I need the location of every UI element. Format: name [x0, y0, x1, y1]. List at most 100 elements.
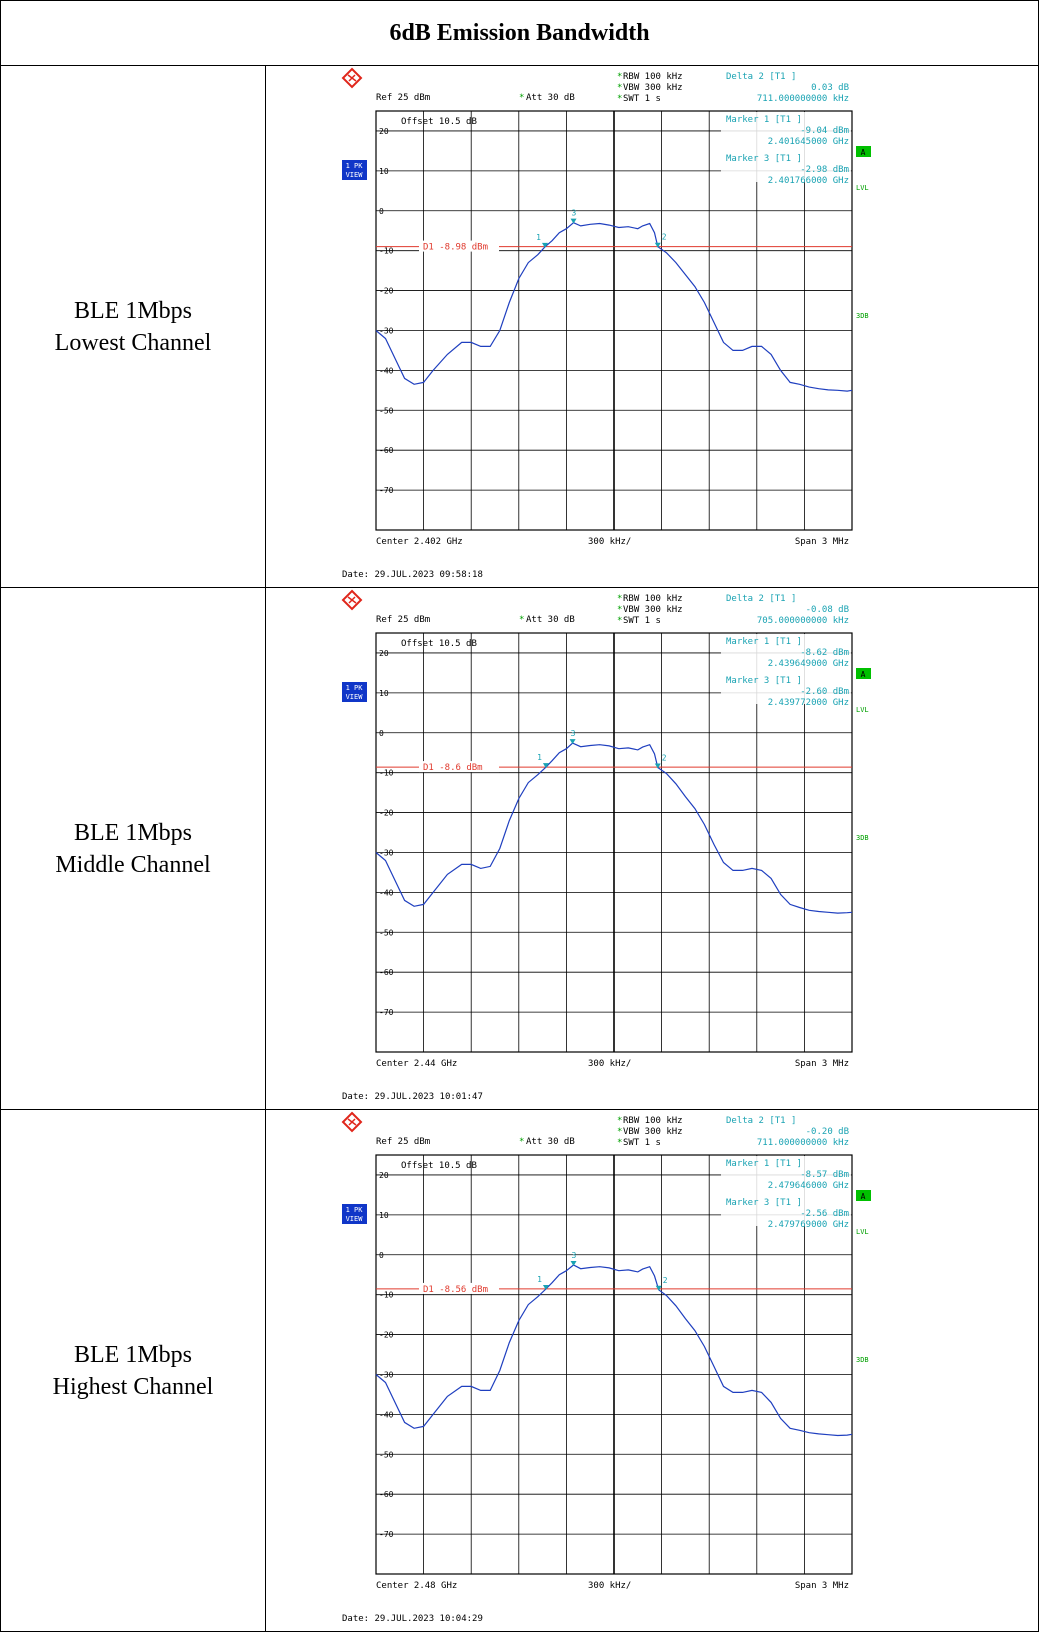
attenuation-label: Att 30 dB: [526, 1137, 575, 1147]
marker-number-label: 2: [663, 1276, 668, 1285]
marker-triangle: [569, 739, 576, 745]
spectrum-plot-cell: Ref 25 dBm Att 30 dB RBW 100 kHz VBW 300 kH…: [265, 1109, 1039, 1632]
delta-marker-level: 0.03 dB: [811, 83, 849, 93]
spectrum-trace: [375, 221, 853, 392]
y-tick-label: 0: [379, 207, 384, 216]
marker-triangle: [542, 763, 549, 769]
channel-label-line2: Lowest Channel: [54, 329, 212, 356]
y-tick-label: -70: [379, 1008, 394, 1017]
marker1-frequency: 2.439649000 GHz: [768, 659, 849, 669]
sweep-time-label: SWT 1 s: [623, 94, 661, 104]
y-tick-label: -20: [379, 1331, 394, 1340]
marker-number-label: 3: [572, 1251, 577, 1260]
marker-number-label: 2: [662, 753, 667, 762]
display-line-label-bg: [419, 761, 499, 773]
table-row: BLE 1Mbps Highest Channel Ref 25 dBm Att …: [0, 1109, 1039, 1632]
attenuation-label: Att 30 dB: [526, 93, 575, 103]
date-stamp: Date: 29.JUL.2023 09:58:18: [342, 570, 483, 580]
side-indicator-lvl: LVL: [856, 184, 869, 192]
marker3-title: Marker 3 [T1 ]: [726, 154, 802, 164]
marker-readout-bg: [721, 1156, 851, 1226]
frequency-division-label: 300 kHz/: [588, 537, 631, 547]
vbw-label: VBW 300 kHz: [623, 605, 683, 615]
trace-view-badge: [342, 160, 367, 180]
ref-level-label: Ref 25 dBm: [376, 1137, 430, 1147]
badge-line2: VIEW: [346, 1215, 364, 1223]
delta-marker-title: Delta 2 [T1 ]: [726, 72, 796, 82]
spectrum-plot-cell: Ref 25 dBm Att 30 dB RBW 100 kHz VBW 300 kH…: [265, 65, 1039, 588]
marker-number-label: 1: [536, 233, 541, 242]
offset-label: Offset 10.5 dB: [401, 639, 477, 649]
asterisk-mark: *: [617, 94, 622, 104]
date-stamp: Date: 29.JUL.2023 10:01:47: [342, 1092, 483, 1102]
rohde-schwarz-logo-icon: [341, 589, 363, 611]
marker3-level: -2.98 dBm: [800, 165, 849, 175]
marker1-frequency: 2.401645000 GHz: [768, 137, 849, 147]
channel-label: BLE 1Mbps Highest Channel: [0, 1109, 266, 1632]
delta-marker-frequency: 711.000000000 kHz: [757, 94, 849, 104]
side-indicator-a-label: A: [861, 148, 866, 157]
span-label: Span 3 MHz: [795, 537, 849, 547]
side-indicator-a: [856, 668, 871, 679]
y-tick-label: -20: [379, 287, 394, 296]
channel-label-line1: BLE 1Mbps: [73, 819, 192, 846]
display-line-label: D1 -8.56 dBm: [423, 1285, 488, 1295]
delta-marker-title: Delta 2 [T1 ]: [726, 1116, 796, 1126]
delta-marker-title: Delta 2 [T1 ]: [726, 594, 796, 604]
offset-label: Offset 10.5 dB: [401, 1161, 477, 1171]
rbw-label: RBW 100 kHz: [623, 1116, 683, 1126]
marker-triangle: [541, 242, 548, 248]
delta-marker-level: -0.08 dB: [806, 605, 849, 615]
asterisk-mark: *: [617, 72, 622, 82]
display-line-label-bg: [419, 240, 499, 252]
channel-label-line2: Middle Channel: [55, 851, 211, 878]
marker3-frequency: 2.439772000 GHz: [768, 698, 849, 708]
side-indicator-a: [856, 1190, 871, 1201]
table-row: BLE 1Mbps Lowest Channel Ref 25 dBm Att 3…: [0, 65, 1039, 588]
ref-level-label: Ref 25 dBm: [376, 615, 430, 625]
y-tick-label: -30: [379, 848, 394, 857]
asterisk-mark: *: [519, 1137, 524, 1147]
marker-triangle: [655, 1285, 662, 1291]
attenuation-label: Att 30 dB: [526, 615, 575, 625]
side-indicator-a: [856, 146, 871, 157]
date-stamp: Date: 29.JUL.2023 10:04:29: [342, 1614, 483, 1624]
spectrum-trace: [375, 1264, 853, 1437]
marker-triangle: [570, 1260, 577, 1266]
y-tick-label: -30: [379, 326, 394, 335]
display-line-label-bg: [419, 1282, 499, 1294]
table-title: 6dB Emission Bandwidth: [0, 0, 1039, 66]
marker3-title: Marker 3 [T1 ]: [726, 1198, 802, 1208]
channel-label-line2: Highest Channel: [52, 1373, 214, 1400]
marker3-title: Marker 3 [T1 ]: [726, 676, 802, 686]
marker1-title: Marker 1 [T1 ]: [726, 115, 802, 125]
marker-number-label: 1: [537, 753, 542, 762]
asterisk-mark: *: [617, 605, 622, 615]
delta-marker-level: -0.20 dB: [806, 1127, 849, 1137]
marker-number-label: 2: [662, 233, 667, 242]
frequency-division-label: 300 kHz/: [588, 1059, 631, 1069]
y-tick-label: 20: [379, 127, 389, 136]
badge-line1: 1 PK: [346, 1206, 364, 1214]
trace-view-badge: [342, 682, 367, 702]
marker3-frequency: 2.479769000 GHz: [768, 1220, 849, 1230]
spectrum-plot-cell: Ref 25 dBm Att 30 dB RBW 100 kHz VBW 300 kH…: [265, 587, 1039, 1110]
display-line-label: D1 -8.98 dBm: [423, 243, 488, 253]
y-tick-label: 10: [379, 689, 389, 698]
badge-line2: VIEW: [346, 171, 364, 179]
y-tick-label: -70: [379, 486, 394, 495]
badge-line1: 1 PK: [346, 684, 364, 692]
y-tick-label: -30: [379, 1370, 394, 1379]
side-indicator-3db: 3DB: [856, 834, 869, 842]
y-tick-label: 10: [379, 167, 389, 176]
y-tick-label: -40: [379, 366, 394, 375]
trace-view-badge: [342, 1204, 367, 1224]
marker3-frequency: 2.401766000 GHz: [768, 176, 849, 186]
asterisk-mark: *: [519, 615, 524, 625]
asterisk-mark: *: [617, 1138, 622, 1148]
channel-label: BLE 1Mbps Middle Channel: [0, 587, 266, 1110]
center-frequency-label: Center 2.48 GHz: [376, 1581, 457, 1591]
y-tick-label: 20: [379, 1171, 389, 1180]
